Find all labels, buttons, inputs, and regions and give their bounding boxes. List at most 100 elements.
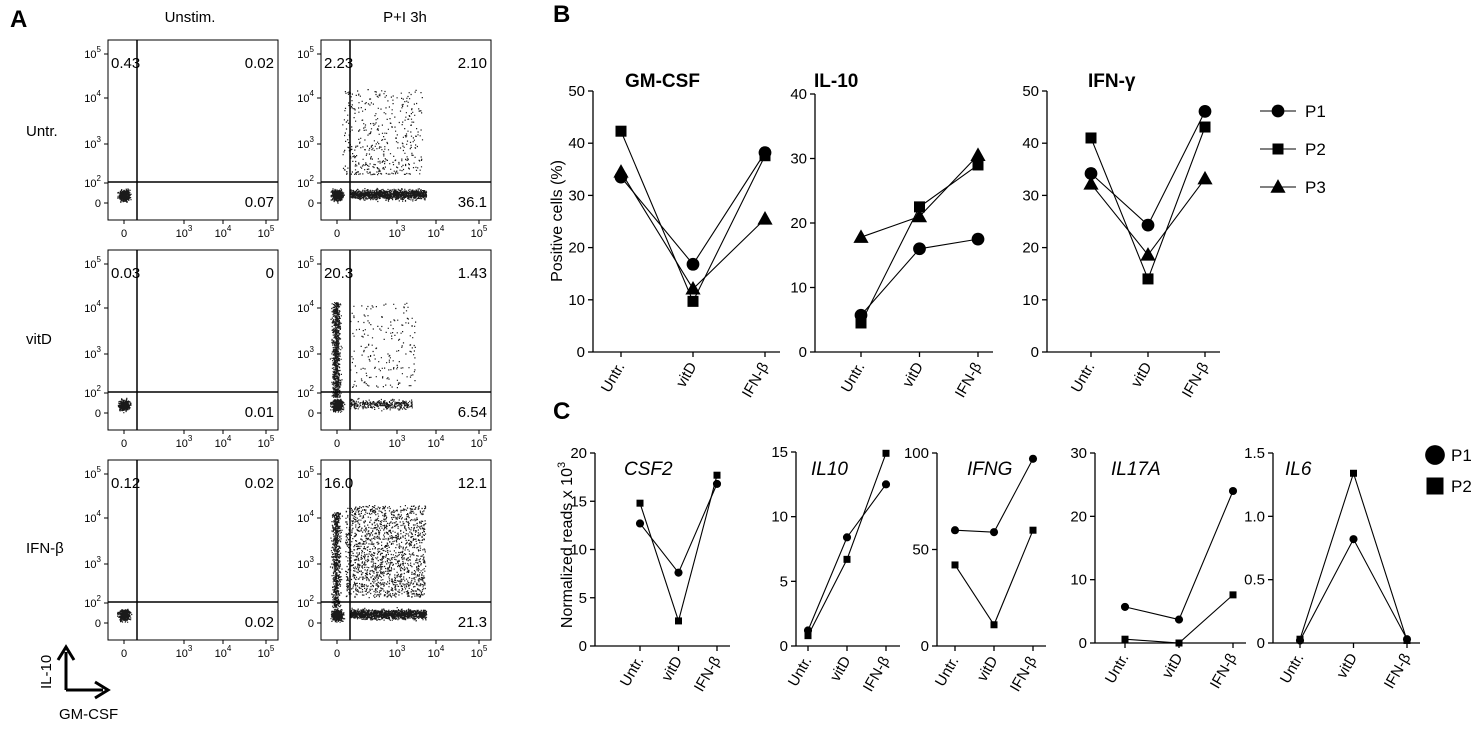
series-p1-marker — [1141, 218, 1155, 232]
y-tick-label: 105 — [84, 255, 101, 271]
x-tick-label: Untr. — [1102, 651, 1133, 687]
quadrant-upper-right: 0.02 — [245, 475, 274, 492]
x-tick-label: Untr. — [598, 360, 629, 396]
x-tick-label: 105 — [258, 434, 275, 450]
legend-label: P2 — [1305, 140, 1326, 159]
y-tick-label: 102 — [297, 174, 314, 190]
x-tick-label: 0 — [334, 228, 340, 240]
x-tick-label: 104 — [215, 644, 232, 660]
series-p2-marker — [1142, 273, 1154, 285]
x-tick-label: vitD — [899, 359, 927, 390]
y-tick-label: 102 — [84, 594, 101, 610]
x-tick-label: vitD — [827, 653, 855, 684]
y-tick-label: 0 — [579, 638, 587, 655]
series-p1-marker — [842, 533, 852, 542]
x-tick-label: vitD — [673, 359, 701, 390]
quadrant-upper-right: 0 — [266, 265, 274, 282]
legend-label: P1 — [1305, 102, 1326, 121]
chart-gm-csf: 0 10 20 30 40 50 Untr. vitD IFN-β GM-CSF — [568, 71, 780, 401]
series-p1-marker — [1174, 615, 1184, 624]
x-tick-label: Untr. — [1277, 651, 1308, 687]
series-line-p2 — [1299, 471, 1408, 641]
x-tick-label: 105 — [258, 644, 275, 660]
x-tick-label: 0 — [121, 438, 127, 450]
series-p1-marker — [971, 232, 985, 246]
legend-b-item-p1: P1 — [1260, 102, 1326, 121]
y-tick-label: 10 — [790, 280, 807, 297]
legend-c-item-p1: P1 — [1425, 445, 1472, 465]
flow-plot-r2-c1: 105 104 103 102 0 0 103 104 105 0.03 0 0.01 — [84, 249, 279, 450]
series-p1-marker — [1198, 104, 1212, 118]
series-p2-marker — [882, 449, 890, 457]
series-p3-marker — [1083, 176, 1099, 190]
series-p2-marker — [1199, 121, 1211, 133]
x-tick-label: 0 — [121, 228, 127, 240]
y-tick-label: 10 — [1022, 292, 1039, 309]
x-tick-label: 104 — [428, 434, 445, 450]
series-line-p1 — [1124, 490, 1234, 621]
y-tick-label: 102 — [297, 384, 314, 400]
flow-plot-frame — [107, 249, 279, 431]
series-p2-marker — [1175, 639, 1183, 647]
y-tick-label: 40 — [790, 86, 807, 103]
chart-il10: 0 5 10 15 Untr. vitD IFN-β IL10 — [771, 444, 900, 695]
legend-b: P1 P2 P3 — [1260, 102, 1326, 197]
flow-events — [117, 188, 132, 203]
series-p3-marker — [911, 208, 928, 223]
series-line-p3 — [620, 171, 766, 290]
axis-arrows — [56, 644, 111, 700]
y-tick-label: 0 — [577, 344, 585, 361]
x-tick-label: 0 — [121, 648, 127, 660]
flow-plot-frame — [320, 249, 492, 431]
col-header-unstim: Unstim. — [165, 9, 216, 26]
series-p2-marker — [1296, 635, 1304, 643]
quadrant-lower-right: 0.07 — [245, 194, 274, 211]
y-tick-label: 5 — [579, 590, 587, 607]
series-p2-marker — [713, 471, 721, 479]
legend-c: P1 P2 — [1425, 445, 1472, 496]
y-tick-label: 10 — [570, 542, 587, 559]
panel-b-charts: 0 10 20 30 40 50 Untr. vitD IFN-β GM-CSF 0 10 20 30 40… — [549, 71, 1220, 401]
flow-plot-r1-c1: 105 104 103 102 0 0 103 104 105 0.43 0.02 0.07 — [84, 39, 279, 240]
x-tick-label: Untr. — [932, 654, 963, 690]
series-p2-marker — [972, 159, 984, 171]
x-tick-label: 105 — [258, 224, 275, 240]
flow-plot-frame — [107, 39, 279, 221]
y-tick-label: 105 — [297, 255, 314, 271]
series-line-p1 — [620, 152, 766, 266]
row-label-ifnb: IFN-β — [26, 540, 64, 557]
x-tick-label: Untr. — [838, 360, 869, 396]
x-tick-label: IFN-β — [1007, 653, 1041, 695]
y-tick-label: 15 — [771, 444, 788, 461]
row-label-vitd: vitD — [26, 331, 52, 348]
series-p2-marker — [1121, 635, 1129, 643]
x-tick-label: Untr. — [1068, 360, 1099, 396]
quadrant-upper-left: 0.12 — [111, 475, 140, 492]
quadrant-upper-left: 16.0 — [324, 475, 353, 492]
y-tick-label: 105 — [84, 45, 101, 61]
y-tick-label: 104 — [84, 299, 101, 315]
col-header-pi: P+I 3h — [383, 9, 427, 26]
x-tick-label: 103 — [389, 434, 406, 450]
x-tick-label: 105 — [471, 434, 488, 450]
series-p2-marker — [951, 561, 959, 569]
panel-c-y-label: Normalized reads x 103 — [556, 462, 576, 628]
y-tick-label: 30 — [1070, 445, 1087, 462]
flow-events — [329, 505, 428, 623]
y-tick-label: 0 — [95, 198, 101, 210]
panel-label-b: B — [553, 1, 570, 28]
flow-events — [117, 608, 133, 623]
chart-il17a: 0 10 20 30 Untr. vitD IFN-β IL17A — [1070, 445, 1246, 692]
x-tick-label: IFN-β — [860, 653, 894, 695]
flow-plot-r2-c2: 105 104 103 102 0 0 103 104 105 20.3 1.43 6.54 — [297, 249, 492, 450]
quadrant-upper-left: 0.43 — [111, 55, 140, 72]
y-tick-label: 104 — [84, 89, 101, 105]
y-tick-label: 103 — [84, 135, 101, 151]
series-p3-marker — [970, 147, 986, 161]
y-tick-label: 105 — [84, 465, 101, 481]
panel-label-a: A — [10, 6, 27, 33]
series-p2-marker — [1085, 132, 1097, 144]
series-p1-marker — [635, 519, 645, 528]
legend-marker — [1270, 179, 1286, 193]
